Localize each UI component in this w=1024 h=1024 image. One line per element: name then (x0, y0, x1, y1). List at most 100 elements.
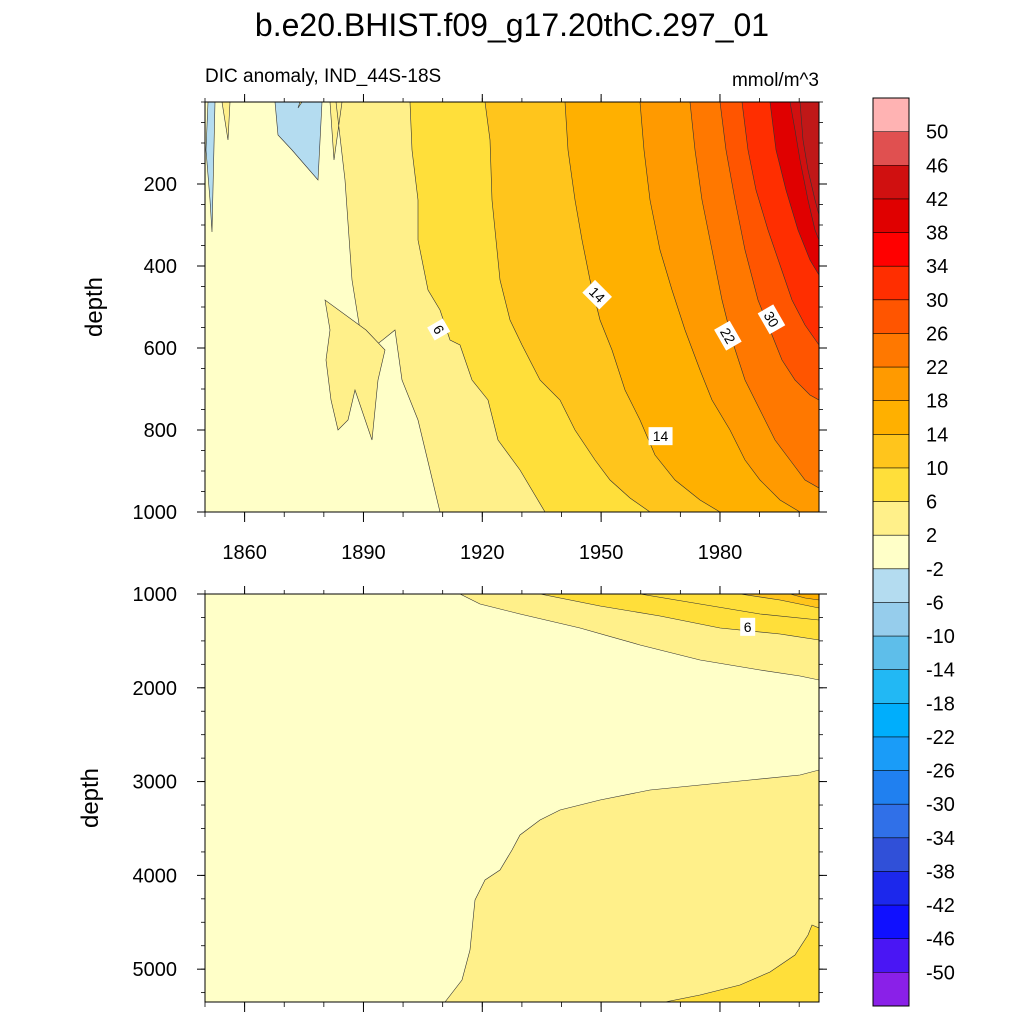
contour-label: 22 (714, 320, 742, 351)
colorbar-label: -6 (926, 592, 944, 614)
x-tick-label: 1890 (341, 542, 386, 564)
colorbar-swatch (873, 367, 909, 402)
colorbar-swatch (873, 131, 909, 166)
colorbar-label: 10 (926, 458, 948, 480)
colorbar-swatch (873, 938, 909, 973)
colorbar-swatch (873, 501, 909, 536)
lower-band-14-upper (739, 594, 819, 609)
colorbar-label: 50 (926, 122, 948, 144)
lower-frame (204, 593, 820, 1003)
colorbar-swatch (873, 871, 909, 906)
contour-label: 14 (582, 279, 613, 310)
colorbar-swatch (873, 905, 909, 940)
colorbar-label: 34 (926, 256, 948, 278)
contour-label-text: 30 (761, 309, 783, 331)
contour-label-text: 22 (717, 325, 739, 347)
lower-contour-labels: 6 (740, 617, 756, 636)
contour-label: 14 (648, 427, 673, 446)
colorbar-label: -26 (926, 761, 955, 783)
contour-label-bg (582, 279, 613, 310)
contour-label-bg (740, 617, 756, 636)
colorbar-label: 38 (926, 223, 948, 245)
colorbar-label: -18 (926, 693, 955, 715)
upper-band-6b (324, 299, 386, 441)
colorbar-label: 22 (926, 357, 948, 379)
y-axis-label-lower: depth (77, 768, 104, 828)
x-tick-labels: 1860 1890 1920 1950 1980 (222, 542, 742, 564)
colorbar-swatch (873, 535, 909, 570)
y-tick-label: 800 (144, 420, 177, 442)
colorbar-swatch (873, 333, 909, 368)
colorbar-swatch (873, 299, 909, 334)
y-tick-label: 400 (144, 256, 177, 278)
colorbar-label: -22 (926, 727, 955, 749)
contour-label-bg (648, 427, 673, 446)
y-tick-label: 5000 (133, 959, 178, 981)
chart-title: b.e20.BHIST.f09_g17.20thC.297_01 (255, 7, 769, 43)
contour-label: 6 (740, 617, 756, 636)
x-tick-label: 1860 (222, 542, 267, 564)
colorbar-swatch (873, 400, 909, 435)
colorbar-swatch (873, 467, 909, 503)
y-tick-label: 1000 (133, 584, 178, 606)
contour-label: 30 (757, 304, 786, 335)
colorbar-label: -10 (926, 626, 955, 648)
colorbar-swatch (873, 434, 909, 469)
colorbar-label: -38 (926, 861, 955, 883)
contour-label-bg (714, 320, 742, 351)
colorbar-label: -30 (926, 794, 955, 816)
y-tick-label: 200 (144, 174, 177, 196)
colorbar-label: 2 (926, 525, 937, 547)
x-tick-label: 1950 (579, 542, 624, 564)
upper-panel (205, 102, 819, 512)
y-tick-label: 3000 (133, 772, 178, 794)
colorbar-label: 18 (926, 391, 948, 413)
colorbar-swatch (873, 165, 909, 200)
colorbar-swatch (873, 972, 909, 1007)
upper-contour-labels: 6 14 14 22 30 (427, 279, 786, 446)
colorbar: 50 46 42 38 34 30 26 22 18 14 10 6 2 -2 -6 -10 -14 -18 -22… (872, 97, 955, 1007)
y-axis-label-upper: depth (81, 277, 108, 337)
units-label: mmol/m^3 (732, 70, 819, 91)
y-tick-label: 1000 (133, 502, 178, 524)
colorbar-swatch (873, 568, 909, 603)
lower-panel (205, 594, 819, 1002)
colorbar-frame (872, 97, 910, 1007)
colorbar-swatch (873, 602, 909, 637)
colorbar-label: -50 (926, 962, 955, 984)
colorbar-swatch (873, 804, 909, 839)
colorbar-swatch (873, 198, 909, 234)
colorbar-swatch (873, 98, 909, 133)
lower-line-a (639, 594, 819, 621)
colorbar-swatch (873, 837, 909, 872)
colorbar-label: -42 (926, 895, 955, 917)
lower-band-18-upper (789, 594, 819, 601)
lower-band-6-lower (444, 769, 819, 1002)
colorbar-swatch (873, 703, 909, 738)
colorbar-label: 42 (926, 189, 948, 211)
lower-band-10-lower (664, 924, 819, 1002)
contour-label-text: 14 (653, 428, 669, 444)
colorbar-label: 26 (926, 323, 948, 345)
colorbar-label: -46 (926, 929, 955, 951)
colorbar-label: 30 (926, 290, 948, 312)
x-tick-label: 1980 (698, 542, 743, 564)
colorbar-swatch (873, 266, 909, 301)
contour-label-text: 6 (744, 619, 752, 635)
colorbar-label: -2 (926, 559, 944, 581)
colorbar-label: 14 (926, 424, 948, 446)
colorbar-swatch (873, 232, 909, 267)
contour-label-bg (427, 318, 451, 341)
y-tick-label: 4000 (133, 865, 178, 887)
contour-label-bg (757, 304, 786, 335)
colorbar-swatch (873, 669, 909, 704)
colorbar-swatch (873, 736, 909, 772)
lower-axes: 1000 2000 3000 4000 5000 (133, 584, 827, 1012)
upper-band-46 (799, 102, 819, 216)
upper-axes: 200 400 600 800 1000 (133, 94, 827, 524)
x-tick-label: 1920 (460, 542, 505, 564)
colorbar-swatch (873, 636, 909, 671)
contour-label: 6 (427, 318, 451, 341)
y-tick-label: 600 (144, 338, 177, 360)
